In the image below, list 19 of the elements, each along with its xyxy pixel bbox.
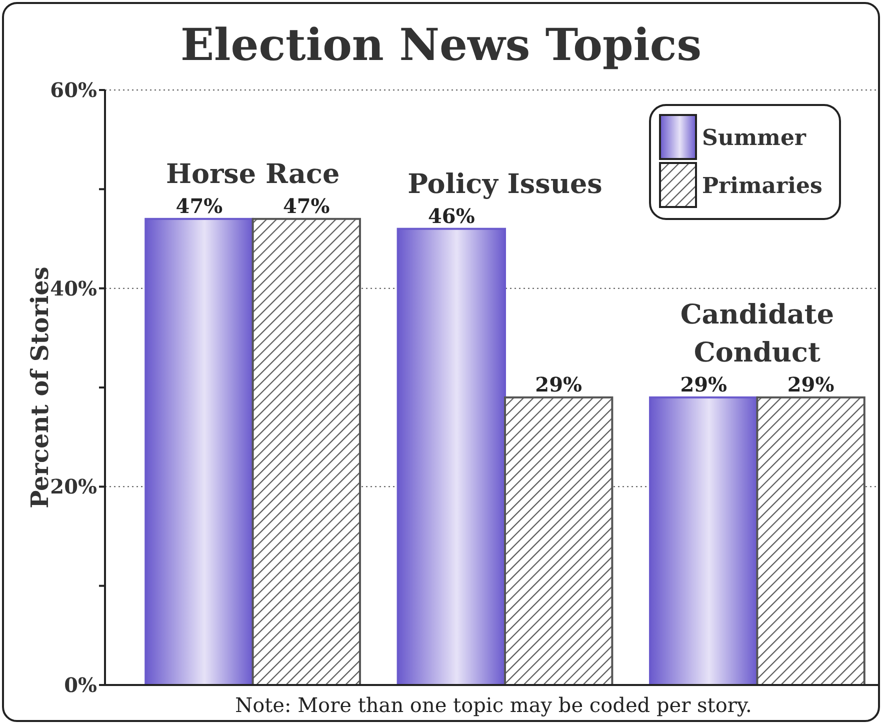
text: Note: More than one topic may be coded per story. (235, 693, 752, 717)
data-label: 29% (535, 372, 582, 396)
y-tick-label: 60% (50, 78, 97, 102)
bar (396, 228, 506, 686)
x-tick-label: Candidate Conduct (680, 299, 834, 368)
bar (649, 396, 758, 686)
chart-title: Election News Topics (180, 20, 702, 71)
x-tick-label: Policy Issues (408, 168, 602, 200)
data-label: 47% (176, 194, 223, 218)
legend-label: Summer (702, 125, 806, 151)
data-label: 29% (680, 372, 728, 396)
y-tick-label: 20% (50, 474, 97, 499)
data-label: 46% (428, 204, 475, 228)
bar (144, 218, 254, 686)
data-label: 47% (282, 194, 330, 218)
y-tick-label: 0% (64, 673, 97, 697)
data-label: 29% (787, 372, 834, 396)
x-tick-label: Horse Race (166, 158, 340, 190)
legend-label: Primaries (702, 173, 822, 199)
